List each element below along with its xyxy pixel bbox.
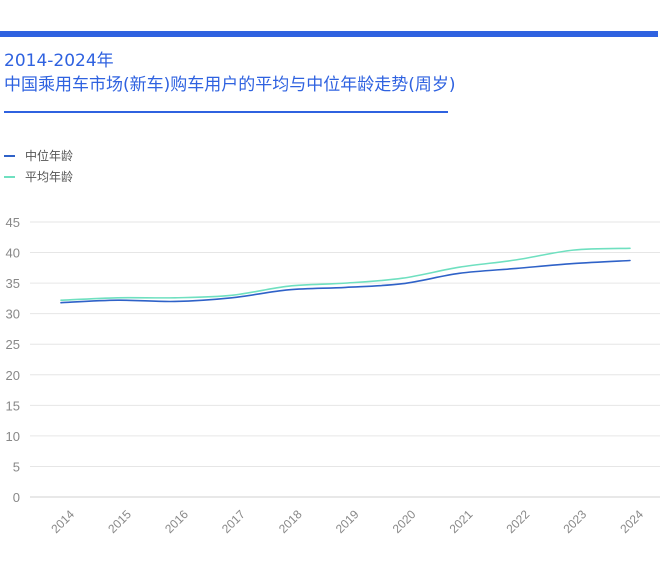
x-tick-label: 2020 [390,507,419,536]
y-tick-label: 15 [6,398,20,413]
legend-item-average: 平均年龄 [4,166,73,187]
y-tick-label: 35 [6,276,20,291]
chart-title: 2014-2024年 中国乘用车市场(新车)购车用户的平均与中位年龄走势(周岁) [4,49,456,97]
x-tick-label: 2017 [219,507,248,536]
x-tick-label: 2023 [560,507,589,536]
legend: 中位年龄 平均年龄 [4,145,73,187]
x-tick-label: 2024 [617,507,646,536]
title-line-2: 中国乘用车市场(新车)购车用户的平均与中位年龄走势(周岁) [4,75,456,95]
x-tick-label: 2021 [447,507,476,536]
x-tick-label: 2019 [333,507,362,536]
y-tick-label: 45 [6,215,20,230]
y-tick-label: 0 [13,490,20,505]
y-tick-label: 20 [6,368,20,383]
series-line-average [60,247,631,302]
legend-item-median: 中位年龄 [4,145,73,166]
x-tick-label: 2016 [162,507,191,536]
y-tick-label: 10 [6,429,20,444]
title-underline [4,111,448,113]
y-tick-label: 40 [6,246,20,261]
legend-swatch-median [4,154,15,157]
x-tick-label: 2014 [48,507,77,536]
top-accent-bar [0,31,658,37]
legend-label-average: 平均年龄 [25,170,74,184]
y-tick-label: 25 [6,337,20,352]
x-tick-label: 2022 [504,507,533,536]
x-tick-label: 2018 [276,507,305,536]
series-line-median [60,259,631,304]
x-tick-label: 2015 [105,507,134,536]
legend-label-median: 中位年龄 [25,149,74,163]
y-tick-label: 5 [13,459,20,474]
legend-swatch-average [4,175,15,178]
y-tick-label: 30 [6,307,20,322]
title-line-1: 2014-2024年 [4,51,114,71]
